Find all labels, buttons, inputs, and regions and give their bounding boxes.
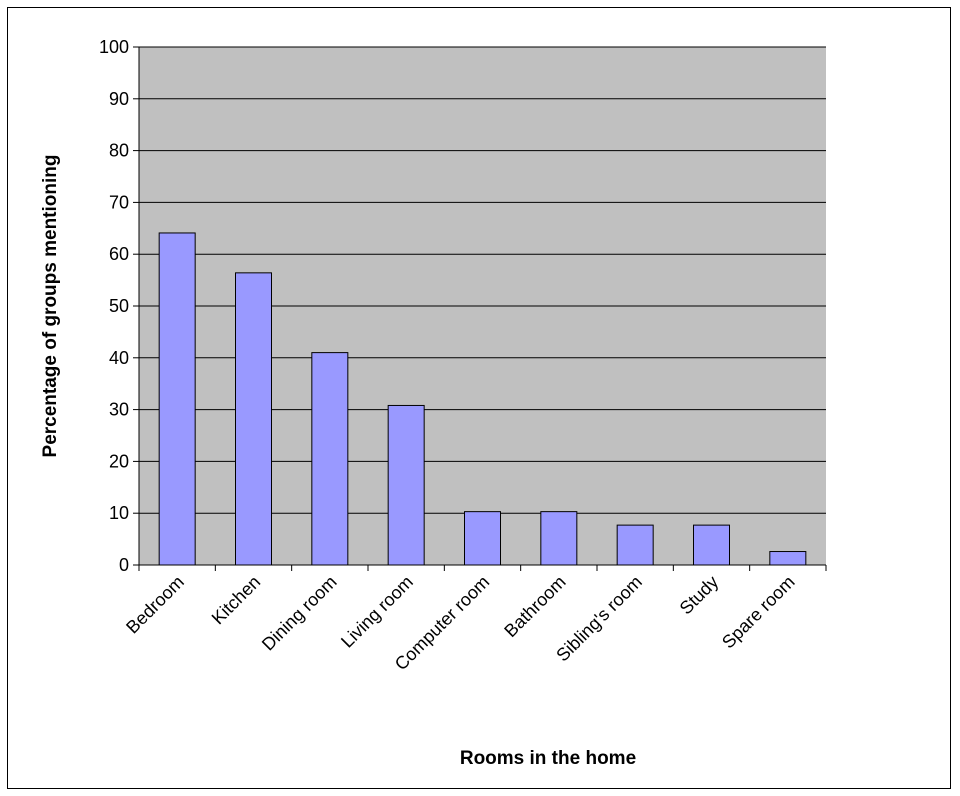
bar-sibling-s-room (616, 524, 654, 566)
bar-living-room (387, 404, 425, 566)
bar-spare-room (769, 551, 807, 566)
y-tick-label: 90 (109, 89, 129, 109)
bar-study (693, 524, 730, 566)
y-tick-label: 70 (109, 192, 129, 212)
x-tick-label: Bedroom (122, 572, 188, 638)
bar-bedroom (158, 232, 196, 566)
bar-bathroom (540, 511, 578, 566)
y-tick-labels: 0 10 20 30 40 50 60 70 80 90 100 (99, 37, 129, 575)
y-tick-label: 20 (109, 451, 129, 471)
y-axis-title: Percentage of groups mentioning (40, 155, 61, 458)
bars (158, 232, 807, 566)
y-tick-label: 50 (109, 296, 129, 316)
x-tick-label: Spare room (718, 572, 799, 653)
y-tick-label: 100 (99, 37, 129, 57)
bar-chart: 0 10 20 30 40 50 60 70 80 90 100 Bedroom KitchenDin… (40, 37, 827, 769)
y-tick-label: 0 (119, 555, 129, 575)
axes (133, 46, 827, 571)
y-tick-label: 30 (109, 400, 129, 420)
x-tick-label: Kitchen (208, 572, 265, 629)
x-tick-label: Dining room (258, 572, 341, 655)
y-tick-label: 80 (109, 141, 129, 161)
chart-frame: 0 10 20 30 40 50 60 70 80 90 100 Bedroom Kitchen Din… (7, 7, 951, 789)
y-tick-label: 40 (109, 348, 129, 368)
x-tick-label: Living room (337, 572, 417, 652)
x-tick-label: Bathroom (500, 572, 569, 641)
bar-computer-room (464, 511, 501, 566)
x-tick-label: Study (676, 572, 723, 619)
bar-kitchen (235, 272, 272, 566)
y-tick-label: 60 (109, 244, 129, 264)
bar-dining-room (311, 352, 349, 566)
x-axis-title: Rooms in the home (460, 748, 636, 769)
y-tick-label: 10 (109, 503, 129, 523)
